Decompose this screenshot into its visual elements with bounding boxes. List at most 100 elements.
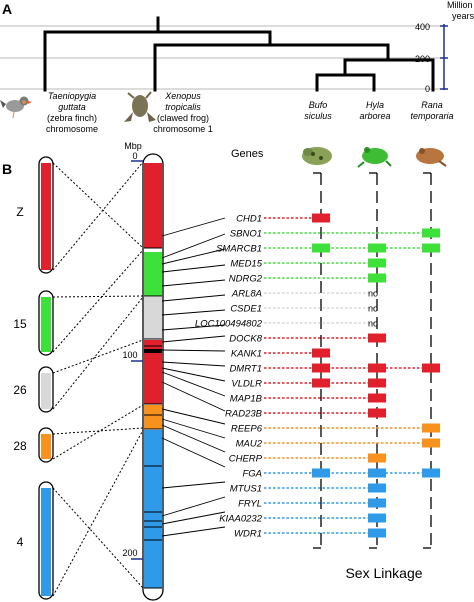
time-tick-label: 200: [415, 54, 430, 64]
toad-image: [302, 147, 332, 165]
linkage-no-hyla: no: [368, 304, 378, 314]
time-axis-title: Million: [447, 0, 473, 10]
linkage-box-hyla: [368, 378, 386, 388]
xenopus-band-green: [144, 252, 162, 296]
xenopus-band-red: [144, 340, 162, 404]
chromosome-28-band: [41, 434, 51, 459]
common-frog-image: [416, 148, 447, 167]
linkage-box-rana: [422, 228, 440, 238]
bufo-column: [313, 172, 322, 549]
gene-rows: CHD1 SBNO1 SMARCB1 MED15 NDRG2 ARL8A no CSDE1 no…: [195, 213, 440, 540]
chromosome-z-band: [41, 163, 51, 270]
gene-row: SMARCB1: [216, 243, 440, 255]
linkage-box-bufo: [312, 378, 330, 388]
linkage-box-hyla: [368, 363, 386, 373]
svg-text:chromosome: chromosome: [46, 124, 98, 134]
chromosome-label: Z: [16, 205, 23, 219]
mbp-tick-label: 200: [122, 548, 137, 558]
finch-chromosome-labels: Z 15 26 28 4: [13, 205, 27, 549]
time-axis: Million years 400 200 0: [415, 0, 474, 94]
linkage-no-hyla: no: [368, 319, 378, 329]
chromosome-26-band: [41, 373, 51, 409]
linkage-box-hyla: [368, 453, 386, 463]
gene-row: KANK1: [231, 348, 330, 360]
svg-text:(zebra finch): (zebra finch): [47, 113, 97, 123]
gene-leader-lines: [161, 217, 226, 537]
chromosome-label: 26: [13, 383, 27, 397]
gene-row: DMRT1: [229, 363, 440, 375]
mbp-unit: Mbp: [124, 141, 142, 151]
linkage-box-rana: [422, 468, 440, 478]
gene-row: MAU2: [236, 438, 440, 450]
gene-row: DOCK8: [229, 333, 386, 345]
xenopus-band-blue: [144, 430, 162, 588]
chromosome-4-band: [41, 488, 51, 596]
phylogenetic-tree: [43, 16, 435, 92]
svg-text:Taeniopygia: Taeniopygia: [48, 91, 96, 101]
gene-row: MED15: [230, 258, 386, 270]
sex-linkage-label: Sex Linkage: [345, 565, 422, 581]
svg-text:chromosome 1: chromosome 1: [153, 124, 213, 134]
gene-label: FRYL: [238, 499, 262, 510]
svg-text:Xenopus: Xenopus: [164, 91, 201, 101]
gene-label: CHERP: [229, 454, 263, 465]
linkage-box-bufo: [312, 213, 330, 223]
svg-text:Rana: Rana: [421, 100, 443, 110]
mbp-tick-label: 100: [122, 350, 137, 360]
gene-label: ARL8A: [231, 289, 262, 300]
gene-row: RAD23B: [225, 408, 386, 420]
linkage-box-bufo: [312, 348, 330, 358]
tree-frog-image: [357, 147, 392, 168]
gene-row: FRYL: [238, 498, 386, 510]
time-gridlines: [0, 25, 440, 90]
time-axis-title: years: [452, 11, 474, 21]
chromosome-label: 15: [13, 317, 27, 331]
linkage-box-hyla: [368, 528, 386, 538]
gene-label: WDR1: [234, 529, 262, 540]
gene-label: NDRG2: [229, 274, 263, 285]
xenopus-band-orange: [144, 405, 162, 429]
panel-a-label: A: [2, 1, 12, 17]
gene-label: FGA: [242, 469, 262, 480]
gene-label: LOC100494802: [195, 319, 263, 330]
linkage-box-rana: [422, 423, 440, 433]
time-tick-label: 0: [425, 84, 430, 94]
finch-chromosomes: [38, 156, 54, 600]
linkage-box-hyla: [368, 273, 386, 283]
mbp-axis: Mbp 0 100 200: [122, 141, 143, 560]
gene-label: DOCK8: [229, 334, 262, 345]
synteny-connectors: [52, 161, 144, 597]
linkage-box-rana: [422, 438, 440, 448]
gene-label: REEP6: [231, 424, 263, 435]
gene-row: CHERP: [229, 453, 386, 465]
linkage-box-hyla: [368, 513, 386, 523]
gene-label: MAP1B: [230, 394, 263, 405]
species-label-rana: Rana temporaria: [410, 100, 453, 121]
gene-label: CHD1: [236, 214, 262, 225]
gene-row: ARL8A no: [231, 289, 378, 300]
gene-label: DMRT1: [229, 364, 262, 375]
gene-label: SBNO1: [230, 229, 262, 240]
xenopus-band-gray: [144, 297, 162, 339]
gene-label: KANK1: [231, 349, 262, 360]
svg-text:temporaria: temporaria: [410, 111, 453, 121]
clawed-frog-image: [124, 91, 156, 122]
species-label-bufo: Bufo siculus: [304, 100, 332, 121]
linkage-box-hyla: [368, 408, 386, 418]
svg-text:arborea: arborea: [359, 111, 390, 121]
gene-row: MTUS1: [230, 483, 386, 495]
time-tick-label: 400: [415, 22, 430, 32]
gene-label: MED15: [230, 259, 262, 270]
linkage-box-hyla: [368, 468, 386, 478]
linkage-box-rana: [422, 243, 440, 253]
svg-text:Hyla: Hyla: [366, 100, 384, 110]
gene-label: VLDLR: [231, 379, 262, 390]
gene-label: MAU2: [236, 439, 263, 450]
gene-row: NDRG2: [229, 273, 386, 285]
linkage-box-rana: [422, 363, 440, 373]
gene-row: CHD1: [236, 213, 330, 225]
svg-text:siculus: siculus: [304, 111, 332, 121]
linkage-box-hyla: [368, 483, 386, 493]
gene-row: FGA: [242, 468, 440, 480]
